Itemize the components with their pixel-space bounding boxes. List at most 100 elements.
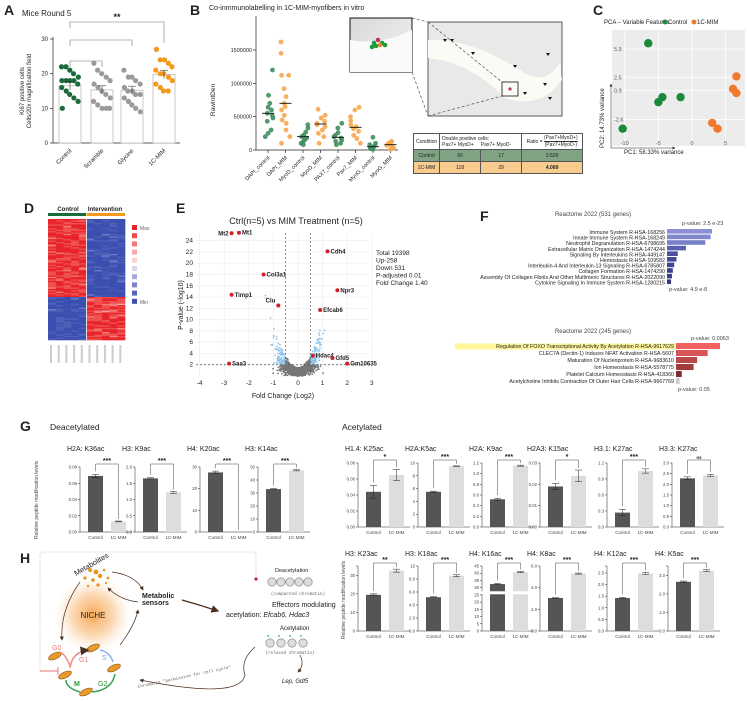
- d-heat-cell: [48, 298, 56, 300]
- d-heat-cell: [71, 260, 80, 263]
- g-ytick-label: 2.0: [531, 607, 538, 612]
- g-significance-bracket: [273, 463, 297, 486]
- d-heat-cell: [86, 331, 95, 334]
- d-heat-cell: [109, 325, 118, 327]
- e-gene-label: Hdac4: [316, 354, 335, 360]
- d-heat-cell: [109, 248, 118, 251]
- e-gene-point: [283, 355, 286, 358]
- d-heat-cell: [94, 264, 103, 267]
- d-heat-cell: [117, 330, 126, 333]
- d-heat-cell: [78, 243, 87, 245]
- f-top-bar: [667, 234, 711, 240]
- d-heat-cell: [78, 223, 87, 225]
- d-heat-cell: [48, 334, 56, 337]
- d-heat-cell: [63, 252, 72, 255]
- d-heat-cell: [109, 274, 118, 276]
- g-acetylated-heading: Acetylated: [342, 422, 382, 432]
- e-gene-point: [304, 371, 307, 374]
- g-category-label: 1C-MIM: [166, 535, 182, 540]
- d-heat-cell: [94, 256, 103, 259]
- b-point: [370, 134, 376, 140]
- d-heat-cell: [109, 235, 118, 237]
- b-arrowhead-marker: [471, 52, 475, 55]
- d-heat-cell: [78, 287, 87, 290]
- c-ylabel: PC2: 14.73% variance: [600, 88, 606, 148]
- cell-ratio: 3.529: [521, 149, 584, 162]
- d-heat-cell: [109, 229, 118, 232]
- f-top-bar: [667, 268, 673, 273]
- d-heat-cell: [101, 283, 110, 286]
- h-acetylation-label: Acetylation: [280, 626, 309, 632]
- g-ytick-label: 0.06: [347, 477, 356, 482]
- b-nucleus-stain: [373, 43, 379, 49]
- d-heat-cell: [109, 221, 118, 224]
- b-point: [316, 140, 322, 146]
- d-heat-cell: [78, 219, 87, 221]
- d-heat-cell: [55, 317, 64, 319]
- d-heat-cell: [55, 267, 64, 270]
- c-point: [618, 124, 627, 133]
- a-point: [67, 78, 73, 84]
- d-heat-cell: [94, 232, 103, 235]
- e-gene-point: [288, 362, 290, 364]
- d-heat-cell: [48, 294, 56, 296]
- b-point: [388, 146, 393, 152]
- d-heat-cell: [71, 284, 80, 287]
- e-gene-point: [307, 365, 310, 368]
- d-heat-cell: [86, 314, 95, 317]
- b-zoom-connector: [411, 71, 429, 117]
- d-heat-cell: [86, 259, 95, 261]
- e-gene-point: [276, 369, 279, 372]
- d-sample-label: [57, 345, 60, 363]
- d-heat-cell: [94, 233, 103, 236]
- d-heat-cell: [117, 329, 126, 331]
- d-heat-cell: [117, 220, 126, 222]
- d-heat-cell: [109, 256, 118, 259]
- d-heat-cell: [48, 282, 56, 284]
- b-point: [265, 104, 271, 110]
- d-heat-cell: [94, 313, 103, 315]
- g-ytick-label: 10: [410, 564, 415, 569]
- d-heat-cell: [117, 314, 126, 317]
- a-significance-bracket: [69, 21, 165, 43]
- d-heat-cell: [117, 221, 126, 224]
- d-heat-cell: [94, 266, 103, 268]
- d-heat-cell: [109, 334, 118, 337]
- h-nucleosome: [276, 638, 286, 648]
- b-point: [268, 127, 274, 133]
- d-heat-cell: [86, 268, 95, 271]
- a-point: [91, 81, 97, 87]
- a-ylabel: Ki67 positive cells Cells/20x magnificati…: [20, 54, 33, 128]
- d-heat-cell: [48, 301, 56, 303]
- h-feedback-line: [39, 551, 257, 671]
- b-point: [315, 130, 321, 136]
- d-heat-cell: [117, 227, 126, 229]
- header-pax7-myod-pos: Pax7+ MyoD+: [442, 141, 474, 148]
- b-fiber-shape: [350, 30, 412, 72]
- panel-label-c: C: [593, 2, 604, 18]
- d-heat-cell: [94, 286, 103, 288]
- d-heat-cell: [71, 283, 80, 286]
- g-ylabel: Relative peptide modification levels: [341, 560, 347, 639]
- g-ytick-label: 2: [413, 512, 416, 517]
- d-heat-cell: [78, 319, 87, 322]
- c-title: PCA – Variable Features: [604, 20, 670, 26]
- d-heat-cell: [63, 287, 72, 290]
- e-gene-point: [310, 362, 313, 365]
- d-heat-cell: [86, 274, 95, 276]
- b-point: [348, 114, 353, 120]
- d-heat-cell: [78, 247, 87, 249]
- d-heat-cell: [63, 307, 72, 310]
- d-heat-cell: [109, 290, 118, 292]
- f-top-term-label: Extracellular Matrix Organization R-HSA-…: [548, 247, 665, 253]
- g-significance-bracket: [215, 463, 239, 530]
- a-point: [91, 60, 97, 66]
- d-heat-cell: [86, 330, 95, 333]
- d-heat-cell: [117, 255, 126, 257]
- d-heat-cell: [86, 241, 95, 244]
- d-heat-cell: [109, 243, 118, 245]
- d-heat-cell: [78, 279, 87, 282]
- d-heat-cell: [94, 260, 103, 263]
- g-category-label: Control: [676, 634, 691, 639]
- g-chart-title: H4: K8ac: [527, 551, 556, 558]
